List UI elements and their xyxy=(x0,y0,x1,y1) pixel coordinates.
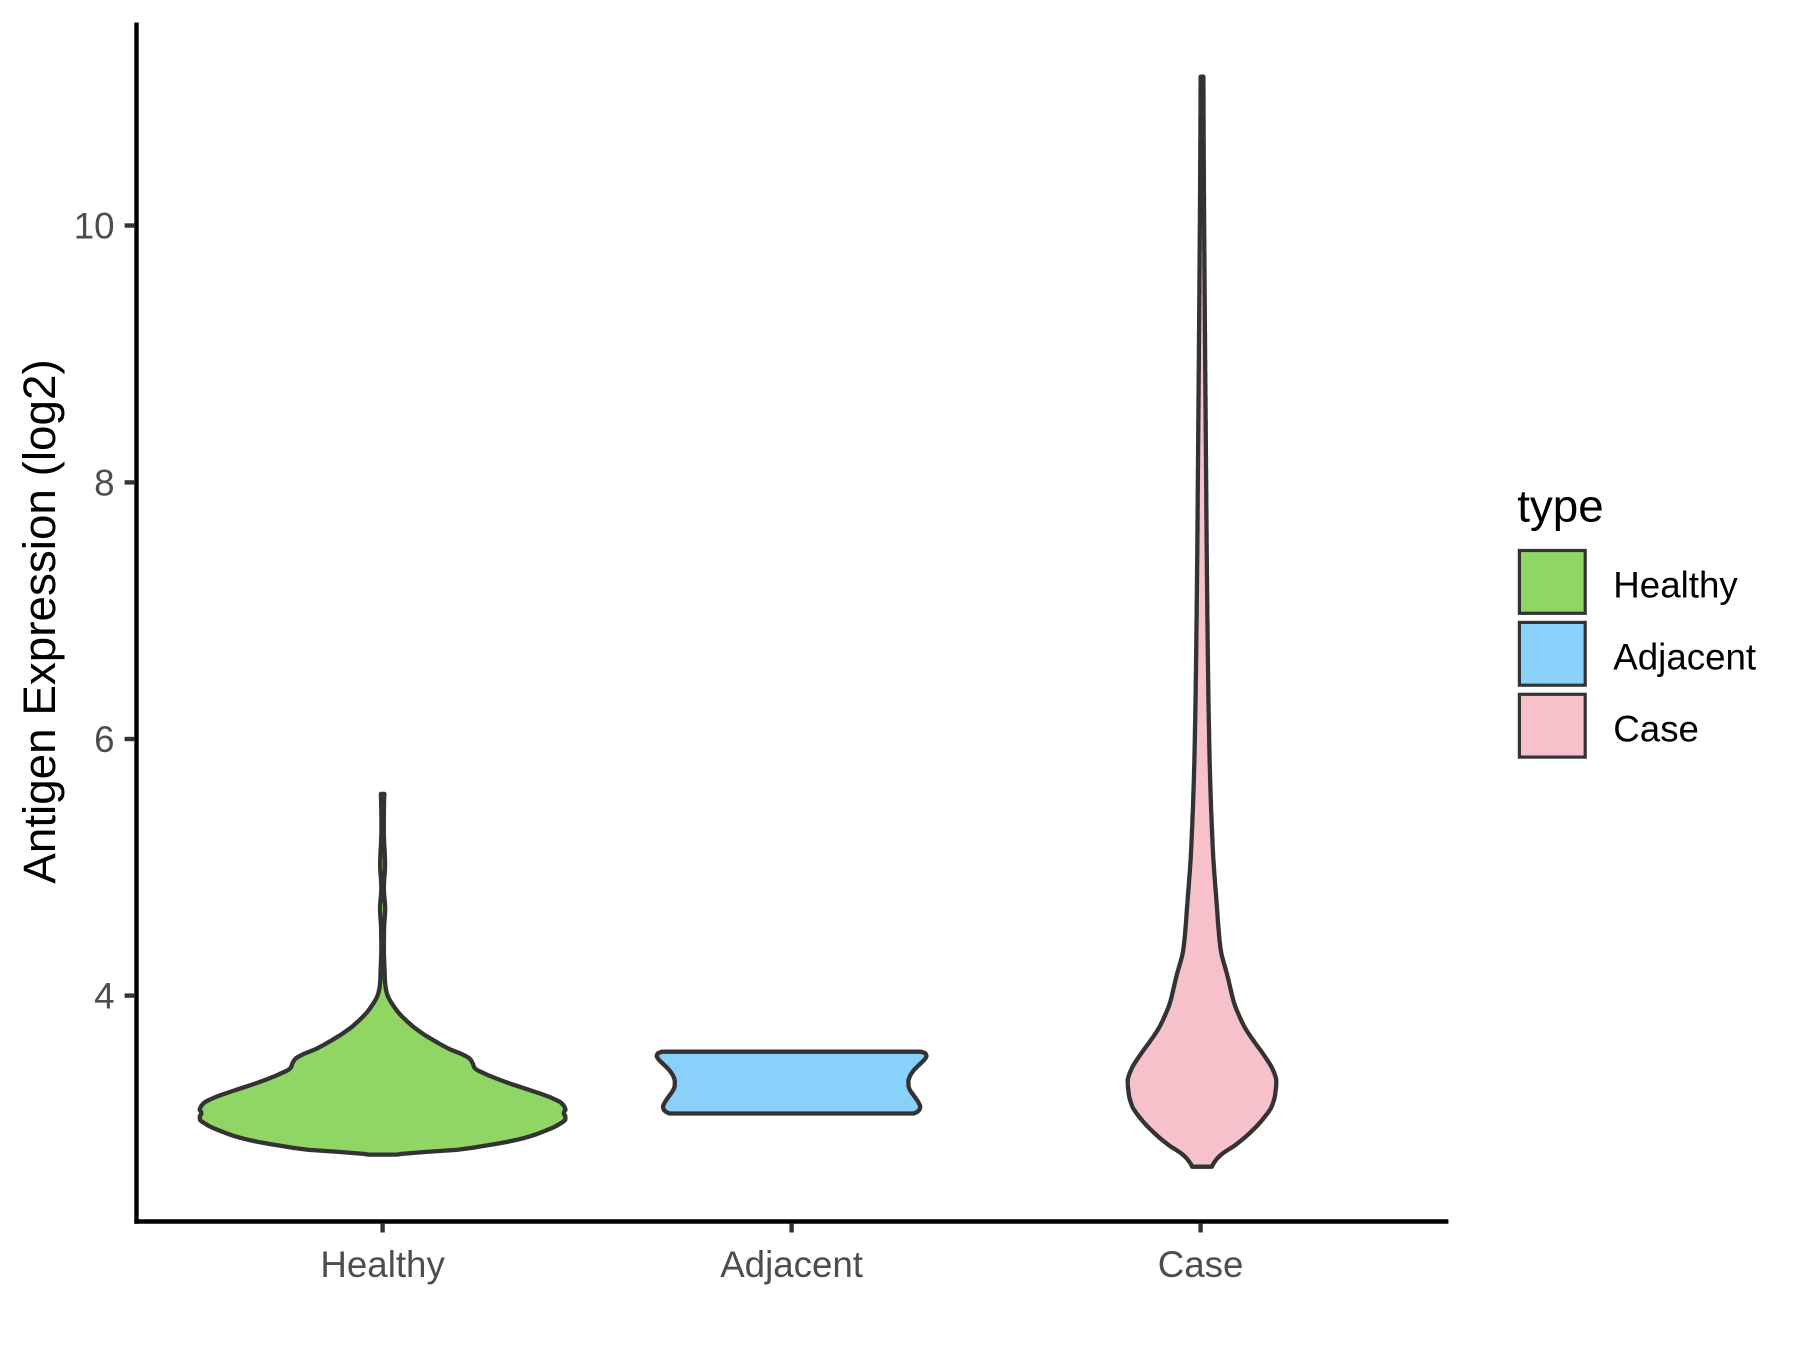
svg-text:Healthy: Healthy xyxy=(1613,565,1738,606)
svg-text:Adjacent: Adjacent xyxy=(720,1244,863,1285)
svg-text:Healthy: Healthy xyxy=(320,1244,445,1285)
svg-text:Case: Case xyxy=(1613,708,1699,749)
svg-text:Case: Case xyxy=(1158,1244,1244,1285)
svg-text:Adjacent: Adjacent xyxy=(1613,636,1756,677)
svg-text:4: 4 xyxy=(94,976,114,1017)
svg-text:8: 8 xyxy=(94,462,114,503)
svg-text:6: 6 xyxy=(94,719,114,760)
svg-text:Antigen Expression (log2): Antigen Expression (log2) xyxy=(14,359,65,883)
svg-text:type: type xyxy=(1517,481,1604,532)
svg-text:10: 10 xyxy=(74,205,115,246)
